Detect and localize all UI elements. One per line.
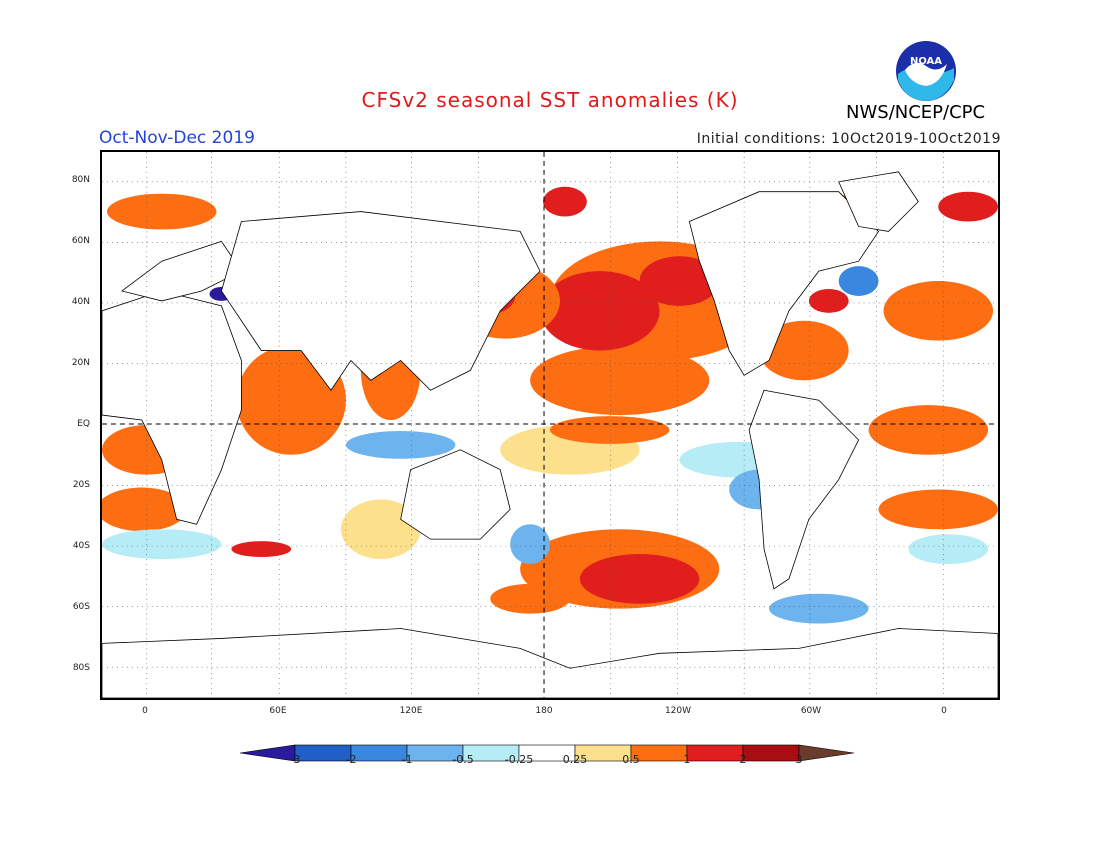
lat-label-40n: 40N xyxy=(71,297,90,307)
lat-label-eq: EQ xyxy=(77,419,90,429)
continents-layer xyxy=(102,171,998,698)
colorbar xyxy=(240,744,855,762)
sst-anomaly-map xyxy=(100,150,1000,700)
map-canvas xyxy=(102,152,998,698)
lon-label-120e: 120E xyxy=(399,706,423,716)
lon-label-180: 180 xyxy=(535,706,553,716)
equator-dateline xyxy=(102,152,998,698)
lat-label-60s: 60S xyxy=(72,602,90,612)
svg-text:NOAA: NOAA xyxy=(910,56,942,67)
colorbar-tick-label: -1 xyxy=(401,753,413,766)
season-label: Oct-Nov-Dec 2019 xyxy=(99,128,255,148)
colorbar-tick-label: -3 xyxy=(289,753,301,766)
lat-label-80n: 80N xyxy=(71,175,90,185)
colorbar-swatch xyxy=(742,744,800,762)
colorbar-tick-label: -2 xyxy=(345,753,357,766)
lat-label-80s: 80S xyxy=(72,663,90,673)
graticule xyxy=(102,152,998,698)
colorbar-low-triangle xyxy=(240,744,296,762)
colorbar-tick-label: -0.5 xyxy=(452,753,474,766)
colorbar-tick-label: 2 xyxy=(739,753,747,766)
lon-label-60e: 60E xyxy=(269,706,287,716)
noaa-logo: NOAA xyxy=(896,41,956,101)
lat-label-20s: 20S xyxy=(72,480,90,490)
lon-label-0: 0 xyxy=(142,706,148,716)
colorbar-tick-label: 0.25 xyxy=(562,753,588,766)
colorbar-tick-label: 1 xyxy=(683,753,691,766)
warm-anomaly-layer xyxy=(102,186,998,614)
lat-label-20n: 20N xyxy=(71,358,90,368)
lat-label-60n: 60N xyxy=(71,236,90,246)
agency-label: NWS/NCEP/CPC xyxy=(846,102,986,123)
lat-label-40s: 40S xyxy=(72,541,90,551)
colorbar-swatch xyxy=(350,744,408,762)
initial-conditions-label: Initial conditions: 10Oct2019-10Oct2019 xyxy=(696,131,1001,147)
colorbar-tick-label: -0.25 xyxy=(504,753,534,766)
colorbar-high-triangle xyxy=(798,744,855,762)
chart-title: CFSv2 seasonal SST anomalies (K) xyxy=(361,88,739,112)
lon-label-0-east: 0 xyxy=(941,706,947,716)
lon-label-120w: 120W xyxy=(664,706,692,716)
colorbar-swatch xyxy=(294,744,352,762)
colorbar-tick-label: 3 xyxy=(795,753,803,766)
lon-label-60w: 60W xyxy=(800,706,822,716)
colorbar-swatch xyxy=(686,744,744,762)
colorbar-tick-label: 0.5 xyxy=(622,753,640,766)
